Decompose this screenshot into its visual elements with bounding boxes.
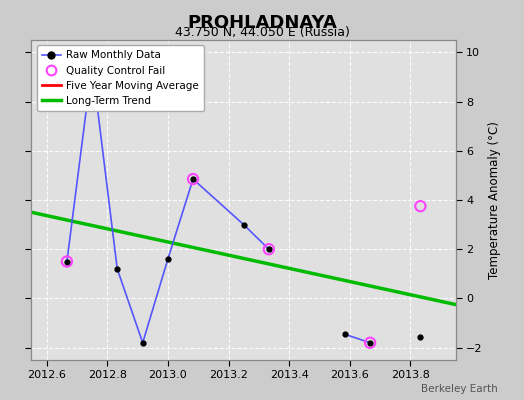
Legend: Raw Monthly Data, Quality Control Fail, Five Year Moving Average, Long-Term Tren: Raw Monthly Data, Quality Control Fail, …	[37, 45, 204, 111]
Point	[63, 258, 71, 265]
Point	[189, 176, 197, 182]
Point	[416, 203, 424, 209]
Text: PROHLADNAYA: PROHLADNAYA	[187, 14, 337, 32]
Text: Berkeley Earth: Berkeley Earth	[421, 384, 498, 394]
Point	[366, 340, 374, 346]
Point	[265, 246, 273, 252]
Text: 43.750 N, 44.050 E (Russia): 43.750 N, 44.050 E (Russia)	[174, 26, 350, 39]
Y-axis label: Temperature Anomaly (°C): Temperature Anomaly (°C)	[488, 121, 501, 279]
